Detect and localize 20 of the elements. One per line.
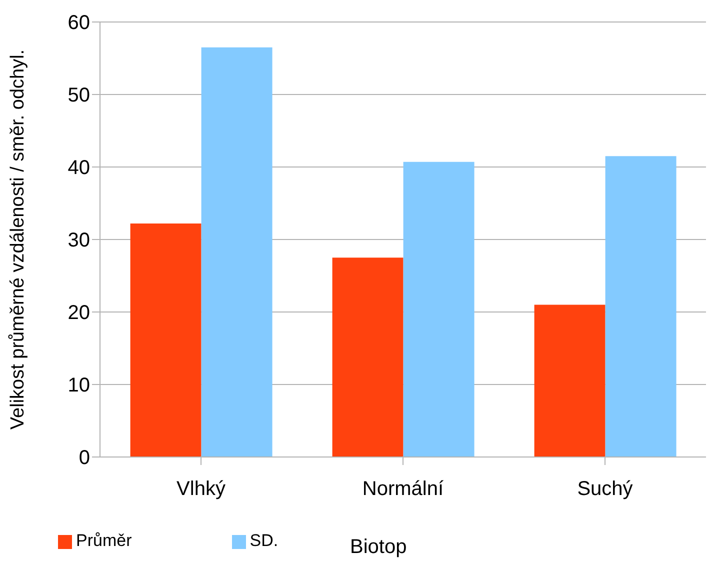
bar xyxy=(403,162,474,457)
y-tick-label: 40 xyxy=(68,157,90,180)
legend-label: SD. xyxy=(250,531,278,550)
legend-label: Průměr xyxy=(76,531,132,550)
y-tick-label: 50 xyxy=(68,84,90,107)
bar xyxy=(605,156,676,457)
y-tick-label: 30 xyxy=(68,230,90,252)
x-tick-label: Suchý xyxy=(577,478,633,500)
y-tick-label: 20 xyxy=(68,302,90,324)
bar xyxy=(130,224,202,457)
bar xyxy=(201,47,272,457)
x-tick-label: Vlhký xyxy=(176,478,226,500)
y-tick-label: 60 xyxy=(68,12,90,34)
y-tick-label: 0 xyxy=(78,447,90,470)
y-tick-label: 10 xyxy=(68,374,90,397)
bar xyxy=(332,258,404,457)
x-axis-title: Biotop xyxy=(350,536,407,559)
bar xyxy=(534,304,606,457)
x-tick-label: Normální xyxy=(362,478,444,500)
y-axis-title: Velikost průměrné vzdálenosti / směr. odchyl. xyxy=(8,49,29,430)
